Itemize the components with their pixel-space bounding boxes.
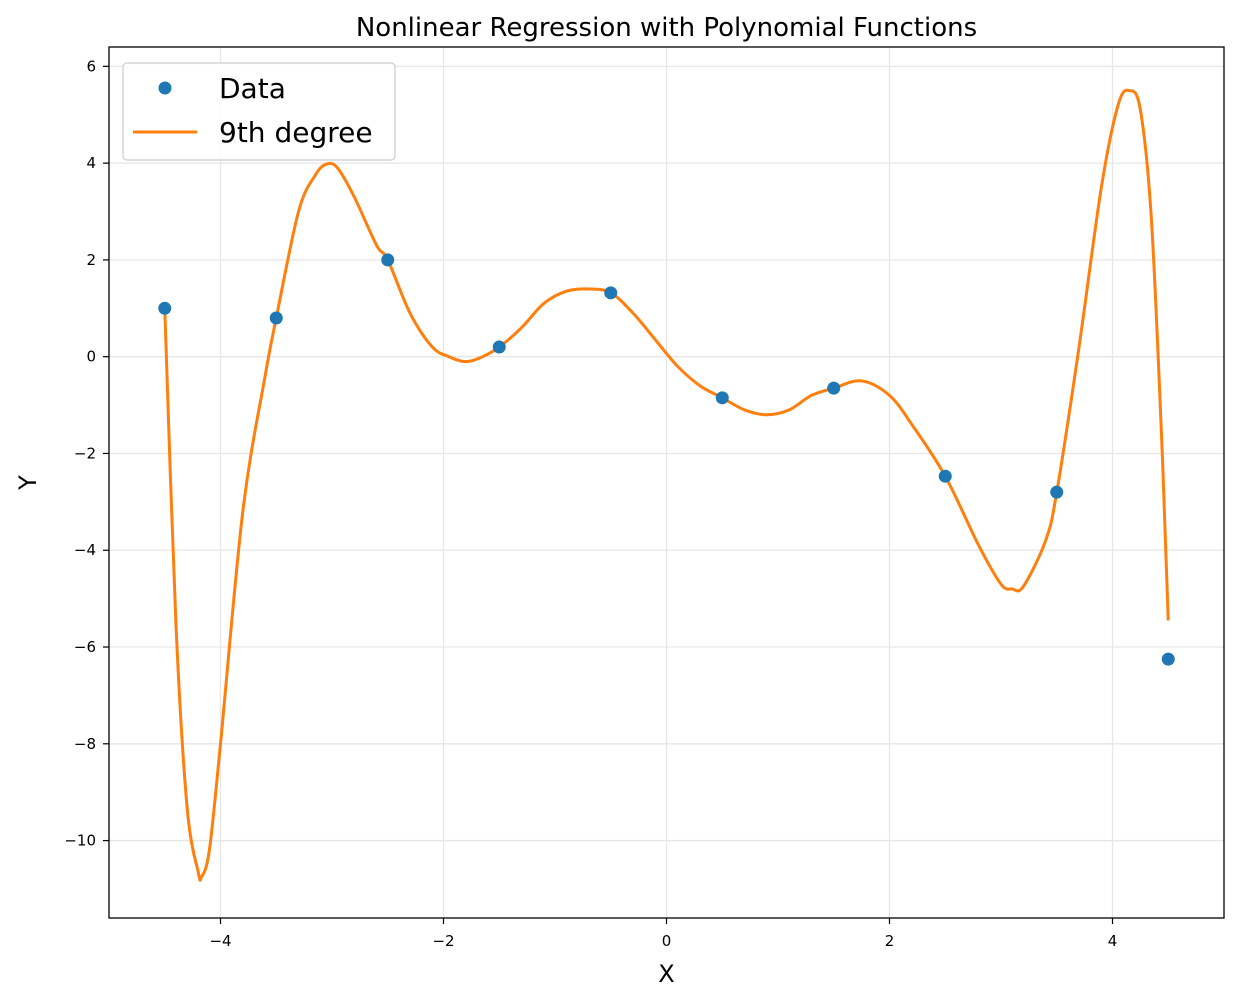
y-tick-label: 0 (86, 348, 96, 366)
chart-title: Nonlinear Regression with Polynomial Fun… (356, 13, 977, 43)
data-point (381, 253, 395, 267)
y-tick-label: −6 (74, 638, 96, 656)
y-tick-label: 6 (86, 57, 96, 75)
x-axis-title: X (658, 960, 674, 988)
data-series (158, 253, 1175, 666)
legend-label-fit: 9th degree (219, 116, 373, 149)
data-point (938, 469, 952, 483)
data-point (269, 311, 283, 325)
y-tick-label: 2 (86, 251, 96, 269)
y-tick-label: −10 (64, 832, 96, 850)
data-point (492, 340, 506, 354)
y-tick-label: −2 (74, 444, 96, 462)
legend: Data 9th degree (122, 62, 396, 161)
axis-ticks: −4 −2 0 2 4 −10 −8 −6 −4 −2 0 2 4 6 (64, 57, 1117, 950)
data-point (1050, 485, 1064, 499)
x-tick-label: −2 (432, 932, 454, 950)
data-point (158, 301, 172, 315)
x-tick-label: −4 (209, 932, 231, 950)
data-point (827, 381, 841, 395)
x-tick-label: 0 (662, 932, 672, 950)
data-point (1161, 652, 1175, 666)
x-tick-label: 4 (1108, 932, 1118, 950)
legend-label-data: Data (219, 72, 286, 105)
legend-box (122, 62, 396, 161)
y-tick-label: 4 (86, 154, 96, 172)
grid (109, 47, 1224, 918)
legend-marker-data (158, 81, 172, 95)
data-point (715, 391, 729, 405)
data-point (604, 286, 618, 300)
y-tick-label: −8 (74, 735, 96, 753)
y-axis-title: Y (14, 475, 42, 491)
y-tick-label: −4 (74, 541, 96, 559)
x-tick-label: 2 (885, 932, 895, 950)
